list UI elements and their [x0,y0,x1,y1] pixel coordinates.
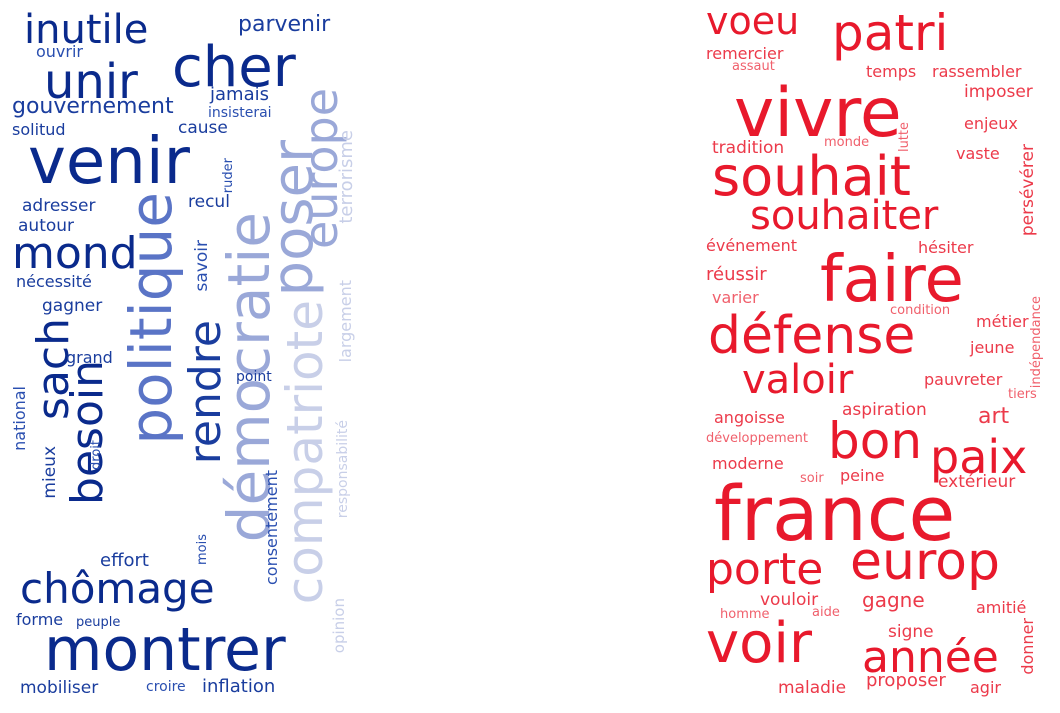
right-cloud-word-temps: temps [866,62,917,81]
left-cloud-word-ouvrir: ouvrir [36,42,83,61]
right-cloud-word-jeune: jeune [970,338,1015,357]
right-cloud-word-valoir: valoir [742,357,854,403]
left-cloud-word-consentement: consentement [262,470,281,586]
left-cloud-word-mobiliser: mobiliser [20,678,99,698]
left-cloud-word-parvenir: parvenir [238,12,331,37]
left-cloud-word-ruder: ruder [221,158,236,194]
left-word-cloud: inutile parvenir ouvrir unir cher gouvernemen… [8,0,360,705]
left-cloud-word-forme: forme [16,610,64,629]
right-cloud-word-voir: voir [706,611,812,676]
right-cloud-word-peine: peine [840,466,885,485]
right-cloud-word-voeu: voeu [706,0,800,43]
right-cloud-word-monde: monde [824,135,870,150]
right-cloud-word-indépendance: indépendance [1029,296,1044,389]
right-cloud-word-événement: événement [706,236,797,255]
right-cloud-word-paix: paix [930,430,1028,484]
left-cloud-word-national: national [10,386,29,451]
right-cloud-word-vivre: vivre [734,74,902,153]
left-cloud-word-opinion: opinion [330,598,348,654]
right-cloud-word-europ: europ [850,532,1001,592]
left-cloud-word-venir: venir [28,125,190,199]
left-cloud-word-terrorisme: terrorisme [336,130,357,224]
left-cloud-word-responsabilité: responsabilité [335,420,351,519]
left-cloud-word-cher: cher [172,35,296,100]
right-cloud-word-angoisse: angoisse [714,408,785,427]
right-cloud-word-vouloir: vouloir [760,590,819,610]
right-cloud-word-amitié: amitié [976,598,1027,617]
left-cloud-word-nécessité: nécessité [16,272,92,291]
right-cloud-word-signe: signe [888,622,934,642]
left-cloud-word-peuple: peuple [76,615,121,630]
left-cloud-word-inflation: inflation [202,676,276,697]
left-cloud-word-politique: politique [117,192,185,445]
left-cloud-word-croire: croire [146,679,186,695]
left-cloud-word-besoin: besoin [62,360,113,505]
right-cloud-word-agir: agir [970,678,1001,697]
right-cloud-word-condition: condition [890,303,951,318]
left-cloud-word-mois: mois [195,534,210,566]
left-cloud-word-compatriote: compatriote [276,300,334,605]
left-cloud-word-gagner: gagner [42,296,103,316]
left-cloud-word-unir: unir [44,54,138,110]
right-cloud-word-persévérer: persévérer [1018,144,1038,237]
right-cloud-word-souhaiter: souhaiter [750,193,939,239]
right-cloud-word-proposer: proposer [866,670,946,691]
left-cloud-word-adresser: adresser [22,196,96,216]
right-cloud-word-tradition: tradition [712,138,785,158]
right-cloud-word-varier: varier [712,288,759,307]
right-cloud-word-développement: développement [706,431,809,446]
right-cloud-word-enjeux: enjeux [964,114,1018,133]
right-cloud-word-pauvreter: pauvreter [924,370,1003,389]
right-cloud-word-porte: porte [706,544,824,595]
left-cloud-word-effort: effort [100,550,149,571]
right-cloud-word-patri: patri [832,4,949,62]
left-cloud-word-grand: grand [66,348,113,367]
left-cloud-word-solitud: solitud [12,120,66,139]
left-cloud-word-droit: droit [89,440,104,470]
right-cloud-word-souhait: souhait [712,145,911,208]
left-cloud-word-gouvernement: gouvernement [12,94,174,119]
right-cloud-word-donner: donner [1018,618,1037,675]
right-cloud-word-homme: homme [720,607,770,622]
right-cloud-word-faire: faire [820,243,964,317]
left-cloud-word-largement: largement [336,280,355,363]
right-cloud-word-assaut: assaut [732,59,775,74]
right-cloud-word-hésiter: hésiter [918,238,974,257]
right-word-cloud: voeu patri remercier assaut temps rassembler v… [702,0,1054,705]
right-cloud-word-gagne: gagne [862,588,925,612]
left-cloud-word-autour: autour [18,216,75,236]
left-cloud-word-chômage: chômage [20,564,215,613]
right-cloud-word-tiers: tiers [1008,387,1037,402]
left-cloud-word-inutile: inutile [24,7,149,53]
right-cloud-word-aspiration: aspiration [842,400,927,420]
right-cloud-word-art: art [978,404,1010,429]
right-cloud-word-soir: soir [800,471,824,486]
left-cloud-word-savoir: savoir [192,240,212,292]
right-cloud-word-imposer: imposer [964,82,1033,102]
right-cloud-word-france: france [714,469,956,558]
right-cloud-word-extérieur: extérieur [938,472,1016,492]
right-cloud-word-maladie: maladie [778,678,847,698]
left-cloud-word-point: point [236,369,272,385]
left-cloud-word-mond: mond [12,228,138,279]
right-cloud-word-bon: bon [828,412,923,470]
left-cloud-word-cause: cause [178,118,228,138]
right-cloud-word-aide: aide [812,605,840,620]
left-cloud-word-mieux: mieux [40,446,60,499]
right-cloud-word-année: année [862,632,999,683]
right-cloud-word-réussir: réussir [706,264,767,285]
left-cloud-word-montrer: montrer [44,615,286,685]
right-cloud-word-défense: défense [708,306,916,366]
right-cloud-word-rassembler: rassembler [932,62,1022,81]
left-cloud-word-recul: recul [188,192,230,212]
left-cloud-word-insisterai: insisterai [208,105,272,121]
left-cloud-word-jamais: jamais [210,84,269,105]
right-cloud-word-remercier: remercier [706,44,784,63]
right-cloud-word-vaste: vaste [956,144,1000,163]
right-cloud-word-métier: métier [976,312,1029,331]
right-cloud-word-moderne: moderne [712,454,784,473]
